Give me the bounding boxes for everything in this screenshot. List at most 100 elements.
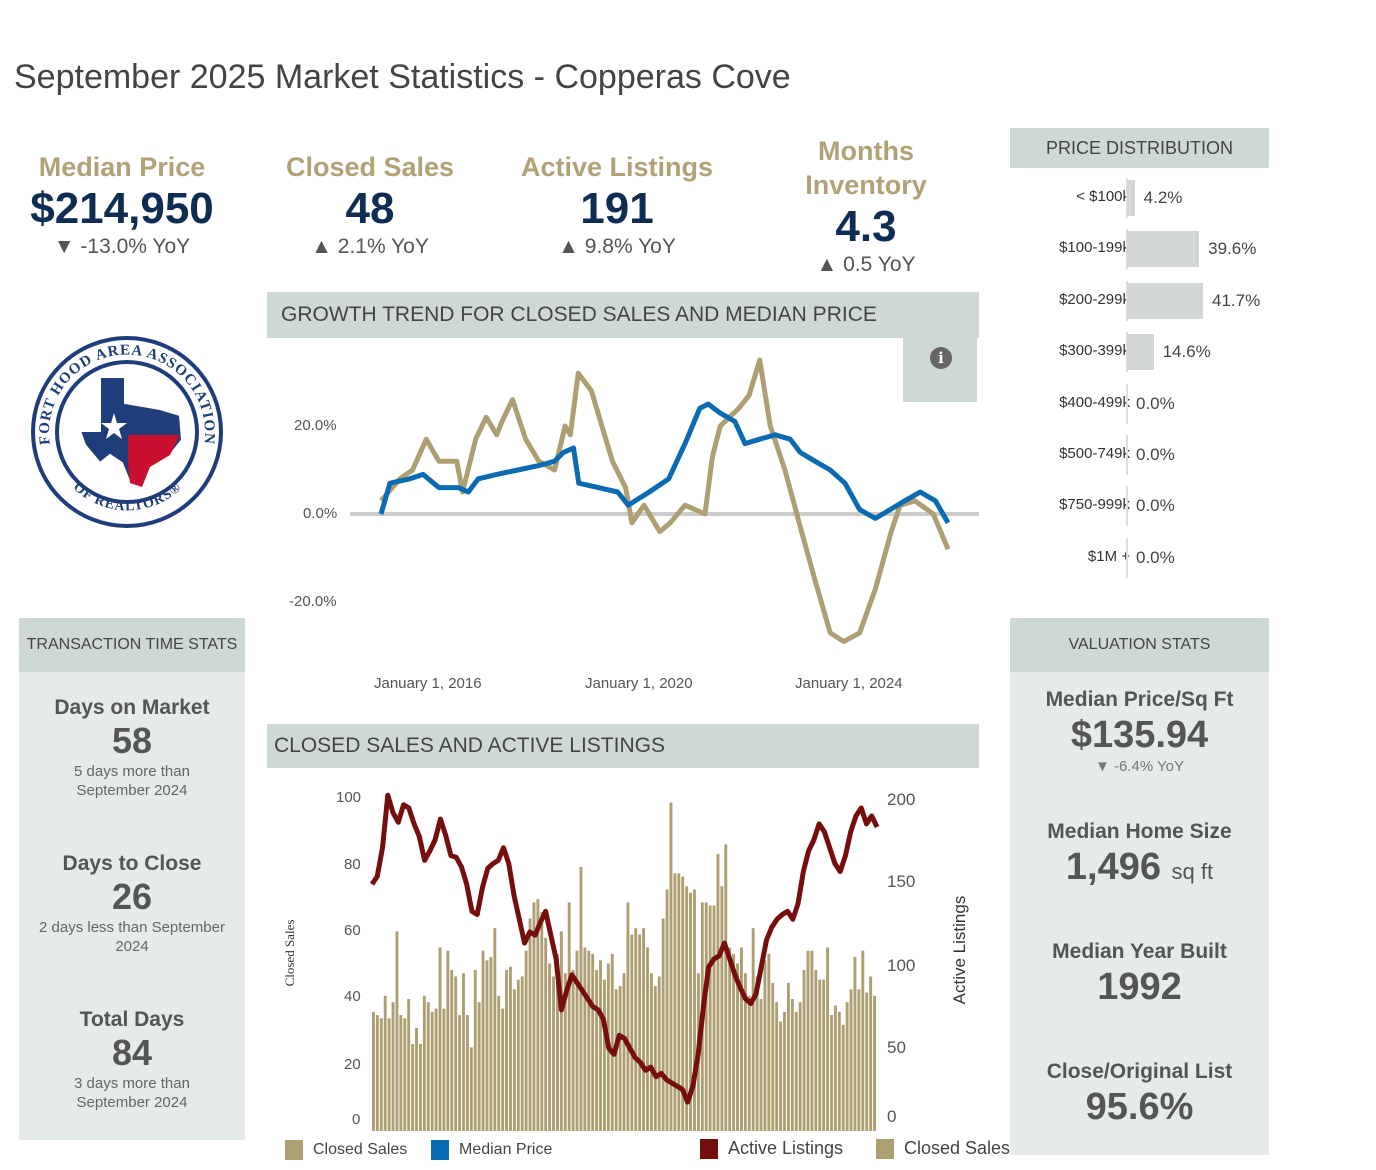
closed-sales-bar [783, 1011, 786, 1131]
stat-label: Median Price/Sq Ft [1045, 688, 1234, 711]
closed-sales-bar [869, 976, 873, 1131]
kpi-value: 48 [345, 184, 395, 233]
closed-sales-bar [806, 950, 810, 1131]
closed-sales-bar [411, 1044, 415, 1131]
closed-sales-bar [372, 1011, 375, 1131]
closed-sales-bar [387, 1018, 391, 1131]
closed-sales-bar [375, 1015, 379, 1131]
closed-sales-bar [438, 947, 442, 1131]
closed-sales-bar [418, 1044, 422, 1131]
closed-sales-bar [532, 902, 536, 1131]
closed-sales-bar [485, 960, 489, 1131]
y-tick: -20.0% [289, 593, 337, 610]
closed-sales-bar [653, 986, 657, 1131]
closed-sales-bar [830, 1015, 833, 1131]
closed-sales-bar [732, 953, 736, 1131]
stat-unit: sq ft [1171, 859, 1214, 884]
price-pct: 39.6% [1208, 239, 1257, 259]
closed-sales-bar [415, 1027, 418, 1131]
stat-label: Median Home Size [1047, 820, 1232, 843]
price-pct: 0.0% [1136, 445, 1175, 464]
closed-sales-bar [559, 931, 563, 1131]
kpi-label: Months Inventory [805, 136, 927, 200]
right-tick: 50 [887, 1038, 906, 1057]
closed-sales-bar [826, 947, 830, 1131]
closed-sales-bar [818, 979, 822, 1131]
price-range-label: $500-749k [1059, 445, 1130, 462]
info-button[interactable]: i [903, 338, 977, 402]
stat-days-to-close: Days to Close 26 2 days less than Septem… [19, 852, 245, 956]
closed-sales-bar [657, 976, 661, 1131]
axis-line [1126, 537, 1128, 578]
closed-sales-bar [646, 947, 649, 1131]
closed-sales-bar [810, 950, 814, 1131]
legend-swatch [700, 1138, 718, 1159]
closed-sales-bar [853, 957, 857, 1131]
legend-label: Active Listings [728, 1138, 844, 1158]
price-bar [1127, 231, 1200, 268]
series-line-median-price [378, 401, 951, 525]
closed-sales-bar [442, 1008, 446, 1131]
closed-sales-bar [794, 1011, 798, 1131]
closed-sales-bar [802, 970, 806, 1131]
closed-sales-bar [505, 970, 509, 1131]
transaction-header: TRANSACTION TIME STATS [19, 618, 245, 672]
closed-sales-bar [391, 1002, 395, 1131]
closed-sales-header: CLOSED SALES AND ACTIVE LISTINGS [267, 724, 979, 768]
kpi-label: Median Price [38, 152, 206, 182]
closed-sales-bar [403, 1018, 407, 1131]
closed-sales-bar [739, 947, 743, 1131]
closed-sales-bar [814, 970, 818, 1131]
stat-close-original: Close/Original List 95.6% [1010, 1060, 1269, 1130]
closed-sales-bar [763, 960, 767, 1131]
closed-sales-bar [579, 866, 583, 1131]
price-row: $400-499k 0.0% [1010, 383, 1280, 424]
closed-sales-bar [395, 931, 399, 1131]
left-tick: 80 [344, 856, 361, 873]
closed-sales-bar [493, 928, 497, 1131]
closed-sales-bar [595, 970, 599, 1131]
closed-sales-bar [509, 966, 512, 1131]
left-axis-label: Closed Sales [282, 919, 297, 987]
legend-label: Median Price [459, 1141, 553, 1158]
stat-yoy: ▼ -6.4% YoY [1094, 758, 1185, 775]
closed-sales-bar [430, 1011, 434, 1131]
kpi-label: Closed Sales [285, 152, 455, 182]
active-listings-line [369, 792, 880, 1105]
closed-sales-bar [516, 979, 520, 1131]
closed-sales-bar [575, 950, 579, 1131]
closed-sales-bar [536, 899, 540, 1131]
closed-sales-bar [833, 1005, 837, 1131]
closed-sales-bar [379, 1018, 383, 1131]
closed-sales-bar [736, 963, 739, 1131]
closed-sales-bar [512, 989, 516, 1131]
kpi-yoy: ▲ 2.1% YoY [311, 235, 429, 258]
info-icon[interactable]: i [930, 347, 952, 369]
closed-sales-bar [465, 1015, 469, 1131]
kpi-yoy: ▲ 9.8% YoY [558, 235, 676, 258]
closed-sales-bar [477, 1002, 481, 1131]
closed-sales-bar [790, 998, 794, 1131]
stat-label: Days to Close [62, 852, 202, 875]
closed-sales-bar [407, 998, 411, 1131]
stat-label: Days on Market [54, 696, 210, 719]
closed-sales-bar [473, 970, 477, 1131]
closed-sales-bar [865, 992, 869, 1131]
price-pct: 0.0% [1136, 547, 1175, 567]
closed-sales-bar [528, 918, 532, 1131]
closed-sales-bar [720, 886, 724, 1131]
closed-sales-bar [638, 934, 642, 1131]
price-range-label: $400-499k [1059, 393, 1130, 411]
closed-sales-bar [849, 989, 853, 1131]
kpi-active-listings: Active Listings 191 ▲ 9.8% YoY [507, 150, 727, 260]
stat-label: Median Year Built [1052, 940, 1227, 963]
closed-sales-bar [583, 947, 587, 1131]
closed-sales-bar [520, 976, 524, 1131]
stat-note: 2 days less than September 2024 [39, 919, 225, 955]
stat-label: Total Days [79, 1008, 185, 1031]
stat-price-per-sqft: Median Price/Sq Ft $135.94 ▼ -6.4% YoY [1010, 688, 1269, 775]
stat-total-days: Total Days 84 3 days more than September… [19, 1008, 245, 1112]
